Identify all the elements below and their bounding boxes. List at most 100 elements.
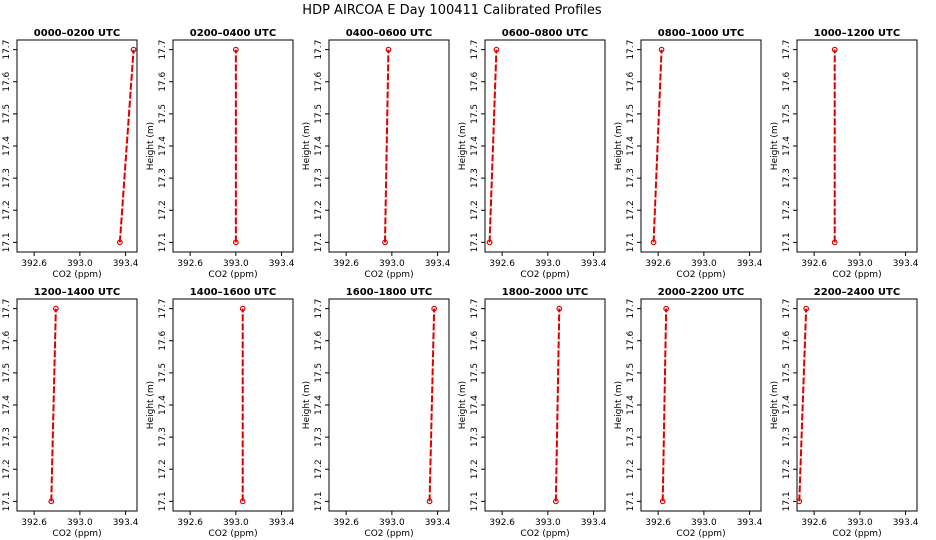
profile-line bbox=[798, 308, 808, 502]
x-tick-label: 393.0 bbox=[379, 259, 405, 269]
x-axis-label: CO2 (ppm) bbox=[520, 270, 569, 280]
y-tick-label: 17.5 bbox=[314, 104, 324, 124]
plot-frame bbox=[796, 298, 918, 512]
y-axis-label: Height (m) bbox=[458, 122, 468, 170]
x-tick-label: 392.6 bbox=[489, 259, 515, 269]
y-tick-label: 17.6 bbox=[314, 330, 324, 350]
y-axis-label: Height (m) bbox=[614, 122, 624, 170]
y-tick-label: 17.4 bbox=[470, 395, 480, 415]
y-tick-label: 17.2 bbox=[626, 459, 636, 479]
y-tick-label: 17.2 bbox=[626, 200, 636, 220]
x-tick-label: 393.4 bbox=[425, 518, 451, 528]
profile-point bbox=[426, 498, 433, 505]
panel-title: 1800–2000 UTC bbox=[502, 287, 588, 298]
plot-frame bbox=[172, 39, 294, 253]
profile-point bbox=[796, 498, 803, 505]
y-tick-label: 17.2 bbox=[158, 200, 168, 220]
x-tick-label: 393.4 bbox=[269, 518, 295, 528]
x-tick-label: 393.4 bbox=[893, 518, 919, 528]
profile-point bbox=[232, 239, 239, 246]
x-axis-label: CO2 (ppm) bbox=[832, 529, 881, 539]
profile-point bbox=[803, 305, 810, 312]
y-tick-label: 17.7 bbox=[626, 299, 636, 319]
profile-point bbox=[52, 305, 59, 312]
plot-frame bbox=[484, 39, 606, 253]
y-tick-label: 17.1 bbox=[314, 232, 324, 252]
y-tick-label: 17.4 bbox=[314, 136, 324, 156]
y-tick-label: 17.5 bbox=[158, 363, 168, 383]
x-tick-label: 393.4 bbox=[581, 518, 607, 528]
x-tick-label: 393.0 bbox=[847, 259, 873, 269]
y-tick-label: 17.2 bbox=[470, 200, 480, 220]
panel-4: 0600–0800 UTC 392.6 393.0 393.4 17.1 17.2 17.3… bbox=[458, 28, 607, 280]
x-axis-label: CO2 (ppm) bbox=[52, 529, 101, 539]
y-tick-label: 17.6 bbox=[158, 330, 168, 350]
y-tick-label: 17.2 bbox=[782, 459, 792, 479]
profile-point bbox=[493, 46, 500, 53]
y-tick-label: 17.7 bbox=[782, 299, 792, 319]
profile-line bbox=[384, 49, 390, 243]
plot-frame bbox=[328, 39, 450, 253]
profile-point bbox=[659, 498, 666, 505]
x-tick-label: 393.0 bbox=[535, 259, 561, 269]
y-tick-label: 17.3 bbox=[2, 427, 12, 447]
y-tick-label: 17.3 bbox=[2, 168, 12, 188]
plot-frame bbox=[172, 298, 294, 512]
plot-frame bbox=[16, 298, 138, 512]
profile-point bbox=[385, 46, 392, 53]
x-axis-label: CO2 (ppm) bbox=[364, 529, 413, 539]
panel-title: 0000–0200 UTC bbox=[34, 28, 120, 39]
y-tick-label: 17.1 bbox=[2, 491, 12, 511]
x-tick-label: 393.4 bbox=[581, 259, 607, 269]
y-tick-label: 17.7 bbox=[158, 40, 168, 60]
y-tick-label: 17.1 bbox=[626, 491, 636, 511]
y-tick-label: 17.6 bbox=[158, 71, 168, 91]
panel-title: 1200–1400 UTC bbox=[34, 287, 120, 298]
panel-title: 0400–0600 UTC bbox=[346, 28, 432, 39]
panel-title: 0800–1000 UTC bbox=[658, 28, 744, 39]
y-tick-label: 17.1 bbox=[782, 232, 792, 252]
x-axis-label: CO2 (ppm) bbox=[832, 270, 881, 280]
y-tick-label: 17.1 bbox=[2, 232, 12, 252]
profile-point bbox=[48, 498, 55, 505]
profile-line bbox=[50, 308, 57, 502]
x-tick-label: 392.6 bbox=[177, 518, 203, 528]
panel-title: 1000–1200 UTC bbox=[814, 28, 900, 39]
x-axis-label: CO2 (ppm) bbox=[208, 529, 257, 539]
y-tick-label: 17.1 bbox=[158, 491, 168, 511]
y-tick-label: 17.4 bbox=[626, 136, 636, 156]
profile-point bbox=[431, 305, 438, 312]
profile-line bbox=[554, 308, 561, 502]
y-tick-label: 17.4 bbox=[626, 395, 636, 415]
y-tick-label: 17.6 bbox=[470, 71, 480, 91]
y-tick-label: 17.3 bbox=[782, 427, 792, 447]
x-axis-label: CO2 (ppm) bbox=[364, 270, 413, 280]
y-axis-label: Height (m) bbox=[614, 381, 624, 429]
profile-point bbox=[116, 239, 123, 246]
profile-point bbox=[239, 305, 246, 312]
y-tick-label: 17.2 bbox=[314, 459, 324, 479]
x-tick-label: 393.0 bbox=[379, 518, 405, 528]
y-tick-label: 17.5 bbox=[470, 363, 480, 383]
x-tick-label: 392.6 bbox=[177, 259, 203, 269]
panel-title: 2200–2400 UTC bbox=[814, 287, 900, 298]
plot-frame bbox=[640, 298, 762, 512]
x-tick-label: 392.6 bbox=[801, 259, 827, 269]
x-tick-label: 393.4 bbox=[737, 259, 763, 269]
x-tick-label: 392.6 bbox=[333, 518, 359, 528]
y-tick-label: 17.2 bbox=[782, 200, 792, 220]
y-tick-label: 17.3 bbox=[470, 427, 480, 447]
y-tick-label: 17.2 bbox=[2, 200, 12, 220]
panel-5: 0800–1000 UTC 392.6 393.0 393.4 17.1 17.2 17.3… bbox=[614, 28, 763, 280]
profile-point bbox=[552, 498, 559, 505]
y-tick-label: 17.3 bbox=[314, 427, 324, 447]
plot-frame bbox=[484, 298, 606, 512]
y-tick-label: 17.3 bbox=[314, 168, 324, 188]
y-tick-label: 17.3 bbox=[470, 168, 480, 188]
y-tick-label: 17.2 bbox=[470, 459, 480, 479]
profile-line bbox=[428, 308, 436, 502]
y-tick-label: 17.1 bbox=[158, 232, 168, 252]
x-tick-label: 393.0 bbox=[223, 518, 249, 528]
y-axis-label: Height (m) bbox=[770, 381, 780, 429]
